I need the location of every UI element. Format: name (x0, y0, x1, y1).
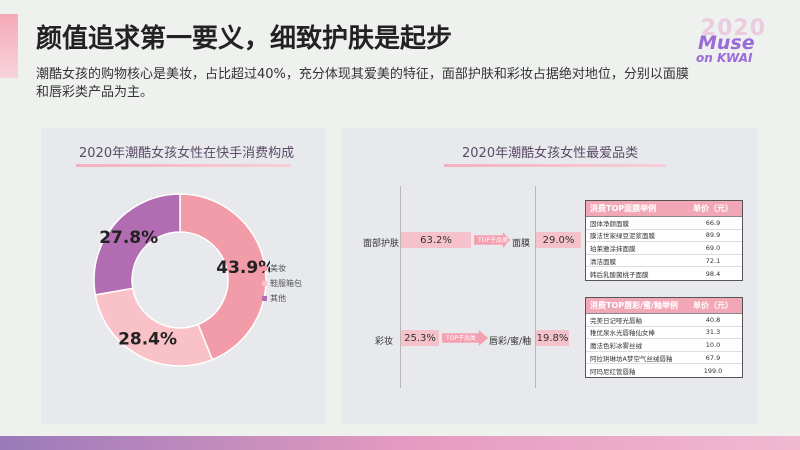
subcategory-label-mask: 面膜 (512, 239, 531, 249)
mask-price-table: 消费TOP面膜举例 单价（元） 固体净颜面膜 66.9 膜法世家绿豆泥浆面膜 89.9 珀莱… (585, 200, 743, 281)
page-subtitle: 潮酷女孩的购物核心是美妆，占比超过40%，充分体现其爱美的特征，面部护肤和彩妆占… (36, 67, 689, 100)
table-cell-price: 31.3 (705, 328, 721, 337)
donut-slice-clothing (94, 287, 214, 367)
top-subcategory-arrow-makeup: TOP子品类 (442, 330, 488, 346)
table-cell-product: 珀莱雅涂抹面膜 (590, 244, 636, 253)
table-cell-price: 67.9 (705, 353, 721, 362)
subbar-mask: 29.0% (536, 232, 581, 248)
bar-skincare: 63.2% (401, 232, 471, 248)
logo-muse: Muse (698, 32, 755, 54)
arrow-shape-makeup (442, 330, 488, 346)
table-cell-price: 199.0 (703, 366, 723, 375)
arrow-label-skincare: TOP子品类 (478, 237, 509, 244)
table-cell-price: 98.4 (705, 269, 721, 278)
subbar-lipgloss: 19.8% (536, 330, 569, 346)
arrow-shape-skincare (474, 232, 510, 248)
legend-swatch-beauty (262, 266, 267, 271)
legend-swatch-clothing (262, 281, 267, 286)
table-header: 消费TOP面膜举例 单价（元） (586, 201, 742, 217)
bottom-gradient-bar (0, 436, 800, 450)
table-row: 固体净颜面膜 66.9 (586, 217, 742, 230)
donut-label-clothing: 28.4% (118, 330, 177, 350)
table-row: 清洁面膜 72.1 (586, 255, 742, 268)
table-cell-price: 10.0 (705, 340, 721, 349)
legend-item-beauty: 美妆 (262, 263, 286, 274)
category-label-skincare: 面部护肤 (363, 239, 400, 249)
axis-line-right (535, 186, 536, 388)
donut-slice-beauty (179, 193, 267, 361)
legend-swatch-other (262, 296, 267, 301)
table-cell-price: 89.9 (705, 231, 721, 240)
legend-label-other: 其他 (270, 294, 286, 303)
table-header-item: 消费TOP面膜举例 (590, 204, 657, 213)
page-title: 颜值追求第一要义，细致护肤是起步 (36, 24, 453, 54)
arrow-label-makeup: TOP子品类 (446, 335, 477, 342)
donut-label-beauty: 43.9% (216, 258, 270, 278)
donut-chart-title: 2020年潮酷女孩女性在快手消费构成 (79, 146, 295, 161)
top-subcategory-arrow-skincare: TOP子品类 (474, 232, 510, 248)
donut-title-underline (76, 164, 291, 167)
table-cell-price: 66.9 (705, 218, 721, 227)
table-cell-product: 阿拉珙琳坊A梦空气丝绒唇釉 (590, 354, 673, 363)
donut-chart: 43.9% 28.4% 27.8% (93, 193, 270, 367)
table-row: 阿玛尼红管唇釉 199.0 (586, 364, 742, 377)
subcategory-label-lipgloss: 唇彩/蜜/釉 (489, 337, 532, 347)
muse-on-kwai-logo: 2020 Muse on KWAI (686, 16, 786, 68)
table-cell-price: 69.0 (705, 243, 721, 252)
lipgloss-price-table: 消费TOP唇彩/蜜/釉举例 单价（元） 完美日记哑光唇釉 40.8 稚优泉水光唇釉仙女棒… (585, 297, 743, 378)
logo-kwai: on KWAI (696, 51, 753, 65)
table-cell-product: 韩后乳酸菌桃子面膜 (590, 270, 649, 279)
table-row: 阿拉珙琳坊A梦空气丝绒唇釉 67.9 (586, 352, 742, 365)
table-header: 消费TOP唇彩/蜜/釉举例 单价（元） (586, 298, 742, 314)
logo-year: 2020 (700, 16, 766, 41)
donut-label-other: 27.8% (99, 228, 158, 248)
table-header-price: 单价（元） (693, 301, 733, 310)
table-cell-product: 完美日记哑光唇釉 (590, 316, 642, 325)
table-row: 魔法色彩冰雾丝绒 10.0 (586, 339, 742, 352)
table-cell-product: 膜法世家绿豆泥浆面膜 (590, 232, 655, 241)
category-title-underline (444, 164, 666, 167)
donut-slice-other (93, 193, 181, 296)
table-row: 完美日记哑光唇釉 40.8 (586, 314, 742, 327)
bar-makeup: 25.3% (401, 330, 439, 346)
table-row: 膜法世家绿豆泥浆面膜 89.9 (586, 230, 742, 243)
table-cell-product: 阿玛尼红管唇釉 (590, 367, 636, 376)
title-accent-bar (0, 14, 18, 78)
table-cell-product: 固体净颜面膜 (590, 219, 629, 228)
table-header-item: 消费TOP唇彩/蜜/釉举例 (590, 301, 678, 310)
legend-label-beauty: 美妆 (270, 264, 286, 273)
axis-line-left (400, 186, 401, 388)
legend-item-other: 其他 (262, 293, 286, 304)
table-header-price: 单价（元） (693, 204, 733, 213)
table-cell-product: 魔法色彩冰雾丝绒 (590, 341, 642, 350)
table-cell-product: 稚优泉水光唇釉仙女棒 (590, 329, 655, 338)
legend-label-clothing: 鞋服箱包 (270, 279, 302, 288)
consumption-panel: 2020年潮酷女孩女性在快手消费构成 (41, 128, 326, 424)
category-label-makeup: 彩妆 (375, 337, 394, 347)
table-row: 稚优泉水光唇釉仙女棒 31.3 (586, 327, 742, 340)
category-chart-title: 2020年潮酷女孩女性最爱品类 (462, 146, 639, 161)
table-row: 韩后乳酸菌桃子面膜 98.4 (586, 267, 742, 280)
legend-item-clothing: 鞋服箱包 (262, 278, 302, 289)
table-cell-price: 40.8 (705, 315, 721, 324)
table-cell-product: 清洁面膜 (590, 257, 616, 266)
table-row: 珀莱雅涂抹面膜 69.0 (586, 242, 742, 255)
table-cell-price: 72.1 (705, 256, 721, 265)
